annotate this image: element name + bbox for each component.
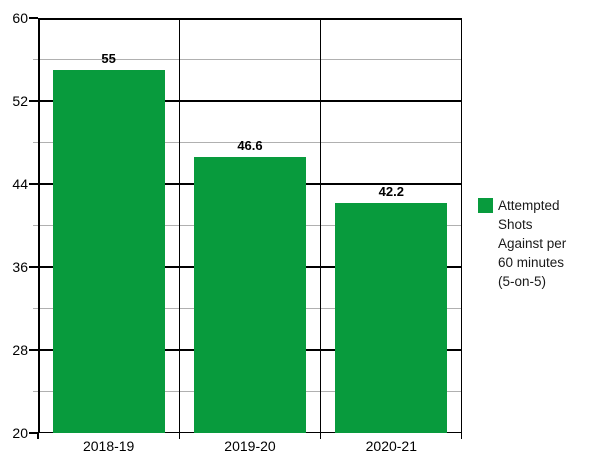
bar-value-label: 55	[101, 50, 116, 66]
minor-gridline	[38, 142, 462, 143]
y-axis-minor-tick	[33, 391, 38, 392]
legend-label-line: Against per	[498, 236, 567, 251]
bar-2019-20	[194, 157, 306, 433]
category-separator	[319, 18, 322, 433]
x-axis-tick	[319, 433, 322, 439]
bar-value-label: 42.2	[378, 183, 404, 199]
y-axis-minor-tick	[33, 225, 38, 226]
minor-gridline	[38, 59, 462, 60]
y-axis-minor-tick	[33, 59, 38, 60]
y-axis-label: 20	[12, 424, 28, 441]
x-axis-tick	[37, 433, 39, 439]
y-axis-tick	[29, 100, 38, 102]
legend-label-line: Shots	[498, 217, 533, 232]
legend-label-line: (5-on-5)	[498, 274, 547, 289]
y-axis-minor-tick	[33, 142, 38, 143]
bar-2020-21	[335, 202, 448, 433]
major-gridline	[38, 100, 462, 102]
plot-area: 55 46.6 42.2	[38, 18, 462, 433]
y-axis-tick	[29, 432, 38, 434]
x-axis-label: 2020-21	[365, 438, 418, 454]
x-axis-label: 2019-20	[224, 438, 276, 454]
legend-label-line: Attempted	[498, 198, 560, 213]
plot-border-right	[460, 18, 462, 433]
category-separator	[178, 18, 181, 433]
plot-border-top	[38, 18, 462, 20]
x-axis-tick	[460, 433, 462, 439]
y-axis-label: 28	[12, 341, 28, 358]
bar-value-label: 46.6	[237, 138, 263, 154]
y-axis-label: 60	[12, 9, 28, 26]
y-axis-minor-tick	[33, 308, 38, 309]
y-axis-label: 52	[12, 92, 28, 109]
plot-border-left	[38, 18, 40, 433]
y-axis-label: 44	[12, 175, 28, 192]
x-axis-tick	[178, 433, 181, 439]
y-axis-label: 36	[12, 258, 28, 275]
y-axis-tick	[29, 17, 38, 19]
legend-swatch	[478, 198, 493, 213]
y-axis-tick	[29, 183, 38, 185]
y-axis-tick	[29, 349, 38, 351]
legend-label: Attempted Shots Against per 60 minutes (5-on…	[498, 196, 598, 291]
legend-label-line: 60 minutes	[498, 255, 565, 270]
y-axis-tick	[29, 266, 38, 268]
x-axis-label: 2018-19	[82, 438, 135, 454]
bar-2018-19	[52, 69, 165, 433]
x-axis: 2018-19 2019-20 2020-21	[37, 433, 462, 463]
y-axis: 20 28 36 44 52 60	[0, 0, 38, 463]
